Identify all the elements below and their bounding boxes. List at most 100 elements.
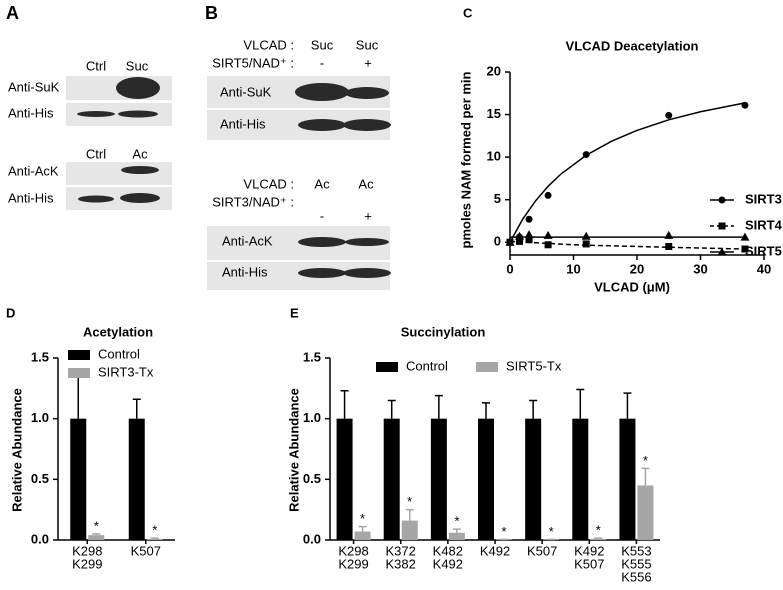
blot [66,162,172,185]
lane-label: + [364,208,372,223]
chart-title: VLCAD Deacetylation [566,38,699,53]
band [121,166,159,174]
band [298,237,346,247]
point [544,241,552,249]
x-tick-label: 40 [757,261,771,276]
row-label: Anti-His [220,116,266,131]
x-tick-label: K482 [433,543,463,558]
point [525,215,533,223]
lane-label: - [320,55,324,70]
legend-label: SIRT5 [745,243,782,258]
panel-label: A [6,3,19,23]
band [118,110,158,118]
y-tick-label: 1.5 [303,349,321,364]
legend-swatch [68,368,90,378]
row-label: Anti-AcK [8,163,59,178]
error-bar [434,394,443,419]
point [741,245,749,253]
row-label: Anti-AcK [222,233,273,248]
lane-label: Suc [311,37,334,52]
bar [401,520,418,540]
x-tick-label: K298 [72,543,102,558]
row-label: Anti-His [222,264,268,279]
lane-label: + [364,55,372,70]
legend-marker [718,222,726,230]
error-bar [405,508,414,521]
band [120,193,160,203]
band [78,195,114,203]
condition-label: SIRT3/NAD⁺ : [212,194,294,209]
point [544,191,552,199]
bar [430,418,447,540]
significance-label: * [596,523,601,538]
bar [572,418,589,540]
chart-title: Acetylation [83,324,153,339]
legend-label: SIRT3 [745,191,782,206]
y-tick-label: 0 [494,234,501,249]
row-label: Anti-SuK [8,79,60,94]
y-tick-label: 1.0 [303,410,321,425]
bar [70,418,87,540]
error-bar [452,528,461,533]
bar [146,538,163,540]
legend-swatch [376,362,398,372]
y-tick-label: 10 [487,149,501,164]
condition-label: SIRT5/NAD⁺ : [212,55,294,70]
point [581,231,591,240]
legend-label: Control [98,346,140,361]
band [77,111,115,117]
x-tick-label: K492 [480,543,510,558]
x-tick-label: 20 [630,261,644,276]
point [665,111,673,119]
bar [383,418,400,540]
legend-marker [717,247,727,256]
y-tick-label: 0.5 [31,471,49,486]
y-tick-label: 1.5 [31,349,49,364]
error-bar [74,375,83,419]
band [298,268,346,278]
point [582,240,590,248]
x-tick-label: K556 [621,569,651,584]
condition-label: VLCAD : [243,176,294,191]
significance-label: * [94,518,99,533]
bar [637,485,654,540]
legend-swatch [68,350,90,360]
error-bar [576,388,585,419]
bar [619,418,636,540]
legend-label: SIRT3-Tx [98,364,154,379]
error-bar [594,537,603,539]
x-tick-label: K372 [386,543,416,558]
x-tick-label: K507 [527,543,557,558]
panel-label: E [290,305,299,320]
condition-label: VLCAD : [243,37,294,52]
x-tick-label: K492 [574,543,604,558]
legend-label: SIRT5-Tx [506,358,562,373]
y-axis-label: pmoles NAM formed per min [458,71,473,248]
error-bar [387,399,396,419]
lane-label: Suc [126,58,149,73]
x-tick-label: K298 [338,543,368,558]
lane-label: Ac [358,176,374,191]
y-tick-label: 1.0 [31,410,49,425]
point [516,237,524,245]
significance-label: * [152,523,157,538]
band [343,119,391,131]
error-bar [132,398,141,419]
x-tick-label: K553 [621,543,651,558]
band [298,119,346,131]
x-tick-label: K382 [386,556,416,571]
error-bar [92,533,101,536]
lane-label: - [320,208,324,223]
bar [590,538,607,540]
x-tick-label: K507 [131,543,161,558]
y-tick-label: 5 [494,191,501,206]
x-tick-label: K492 [433,556,463,571]
x-tick-label: K299 [72,556,102,571]
x-axis-label: VLCAD (μM) [594,279,670,294]
y-axis-label: Relative Abundance [286,388,301,512]
error-bar [482,402,490,419]
error-bar [358,525,367,532]
bar [88,535,105,540]
row-label: Anti-SuK [220,84,272,99]
x-tick-label: K299 [338,556,368,571]
